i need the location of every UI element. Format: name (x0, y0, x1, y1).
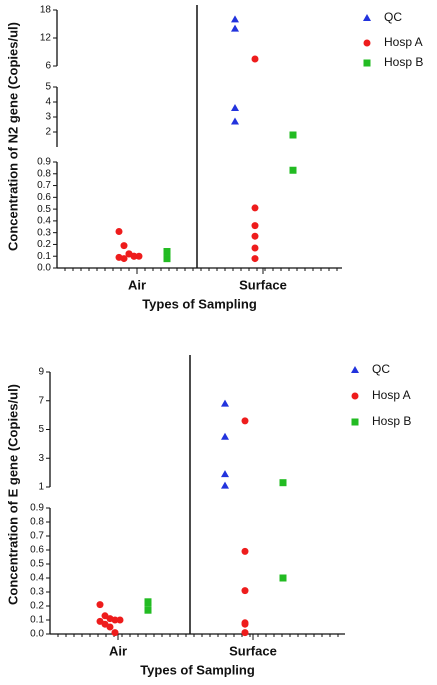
circle-marker (241, 417, 249, 425)
triangle-marker (221, 399, 229, 407)
square-marker (163, 255, 171, 263)
y-tick-label: 0.7 (37, 180, 51, 191)
circle-marker (251, 232, 259, 240)
x-tick-label: Surface (229, 643, 277, 658)
circle-marker (116, 616, 124, 624)
x-axis-label: Types of Sampling (142, 296, 257, 311)
y-tick-label: 0.3 (30, 587, 44, 598)
triangle-marker (231, 117, 239, 125)
x-tick-label: Air (109, 643, 127, 658)
triangle-marker (231, 104, 239, 111)
y-tick-label: 0.9 (30, 503, 44, 514)
circle-marker (111, 629, 119, 637)
y-tick-label: 0.8 (30, 517, 44, 528)
legend-label: QC (372, 362, 390, 376)
square-marker (351, 418, 359, 426)
y-axis-label: Concentration of N2 gene (Copies/ul) (5, 22, 20, 251)
y-tick-label: 0.0 (37, 263, 51, 274)
y-tick-label: 0.6 (37, 192, 51, 203)
legend-label: Hosp B (372, 414, 411, 428)
y-tick-label: 0.1 (30, 615, 44, 626)
y-tick-label: 0.4 (37, 216, 51, 227)
x-axis-label: Types of Sampling (140, 662, 255, 677)
x-tick-label: Surface (239, 277, 287, 292)
circle-marker (241, 547, 249, 555)
circle-marker (251, 55, 259, 63)
triangle-marker (221, 470, 229, 478)
circle-marker (135, 252, 143, 260)
y-tick-label: 0.4 (30, 573, 44, 584)
circle-marker (111, 616, 119, 624)
legend-label: Hosp B (384, 55, 423, 69)
y-tick-label: 0.3 (37, 227, 51, 238)
circle-marker (115, 227, 123, 235)
circle-marker (130, 252, 138, 260)
triangle-marker (351, 366, 359, 373)
y-tick-label: 0.9 (37, 157, 51, 168)
y-tick-label: 4 (45, 97, 51, 108)
y-tick-label: 7 (38, 395, 44, 406)
y-tick-label: 0.5 (30, 559, 44, 570)
triangle-marker (221, 481, 229, 489)
square-marker (144, 606, 152, 614)
y-tick-label: 0.0 (30, 629, 44, 640)
circle-marker (251, 255, 259, 263)
circle-marker (120, 255, 128, 263)
square-marker (289, 131, 297, 139)
x-tick-label: Air (128, 277, 146, 292)
y-tick-label: 3 (45, 112, 51, 123)
circle-marker (251, 222, 259, 230)
circle-marker (251, 244, 259, 252)
square-marker (279, 479, 287, 487)
square-marker (289, 166, 297, 174)
square-marker (363, 59, 371, 67)
y-tick-label: 9 (38, 367, 44, 378)
legend-label: Hosp A (372, 388, 411, 402)
y-tick-label: 3 (38, 453, 44, 464)
circle-marker (120, 242, 128, 250)
y-tick-label: 0.2 (30, 601, 44, 612)
y-tick-label: 18 (40, 5, 52, 16)
circle-marker (351, 392, 359, 400)
legend-label: Hosp A (384, 35, 423, 49)
triangle-marker (231, 15, 239, 23)
square-marker (279, 574, 287, 582)
y-tick-label: 0.7 (30, 531, 44, 542)
triangle-marker (221, 432, 229, 440)
square-marker (144, 599, 152, 607)
circle-marker (241, 620, 249, 628)
circle-marker (251, 204, 259, 212)
y-tick-label: 5 (45, 82, 51, 93)
circle-marker (241, 629, 249, 637)
y-tick-label: 0.1 (37, 251, 51, 262)
y-tick-label: 1 (38, 482, 44, 493)
y-tick-label: 6 (45, 61, 51, 72)
square-marker (163, 248, 171, 256)
y-tick-label: 0.6 (30, 545, 44, 556)
y-tick-label: 0.8 (37, 168, 51, 179)
triangle-marker (231, 24, 239, 32)
circle-marker (241, 587, 249, 595)
triangle-marker (363, 14, 371, 21)
y-tick-label: 0.5 (37, 204, 51, 215)
legend-label: QC (384, 10, 402, 24)
y-tick-label: 0.2 (37, 239, 51, 250)
y-tick-label: 5 (38, 424, 44, 435)
y-tick-label: 12 (40, 33, 52, 44)
y-axis-label: Concentration of E gene (Copies/ul) (5, 384, 20, 605)
circle-marker (96, 601, 104, 609)
y-tick-label: 2 (45, 127, 51, 138)
circle-marker (363, 39, 371, 47)
circle-marker (106, 623, 114, 631)
